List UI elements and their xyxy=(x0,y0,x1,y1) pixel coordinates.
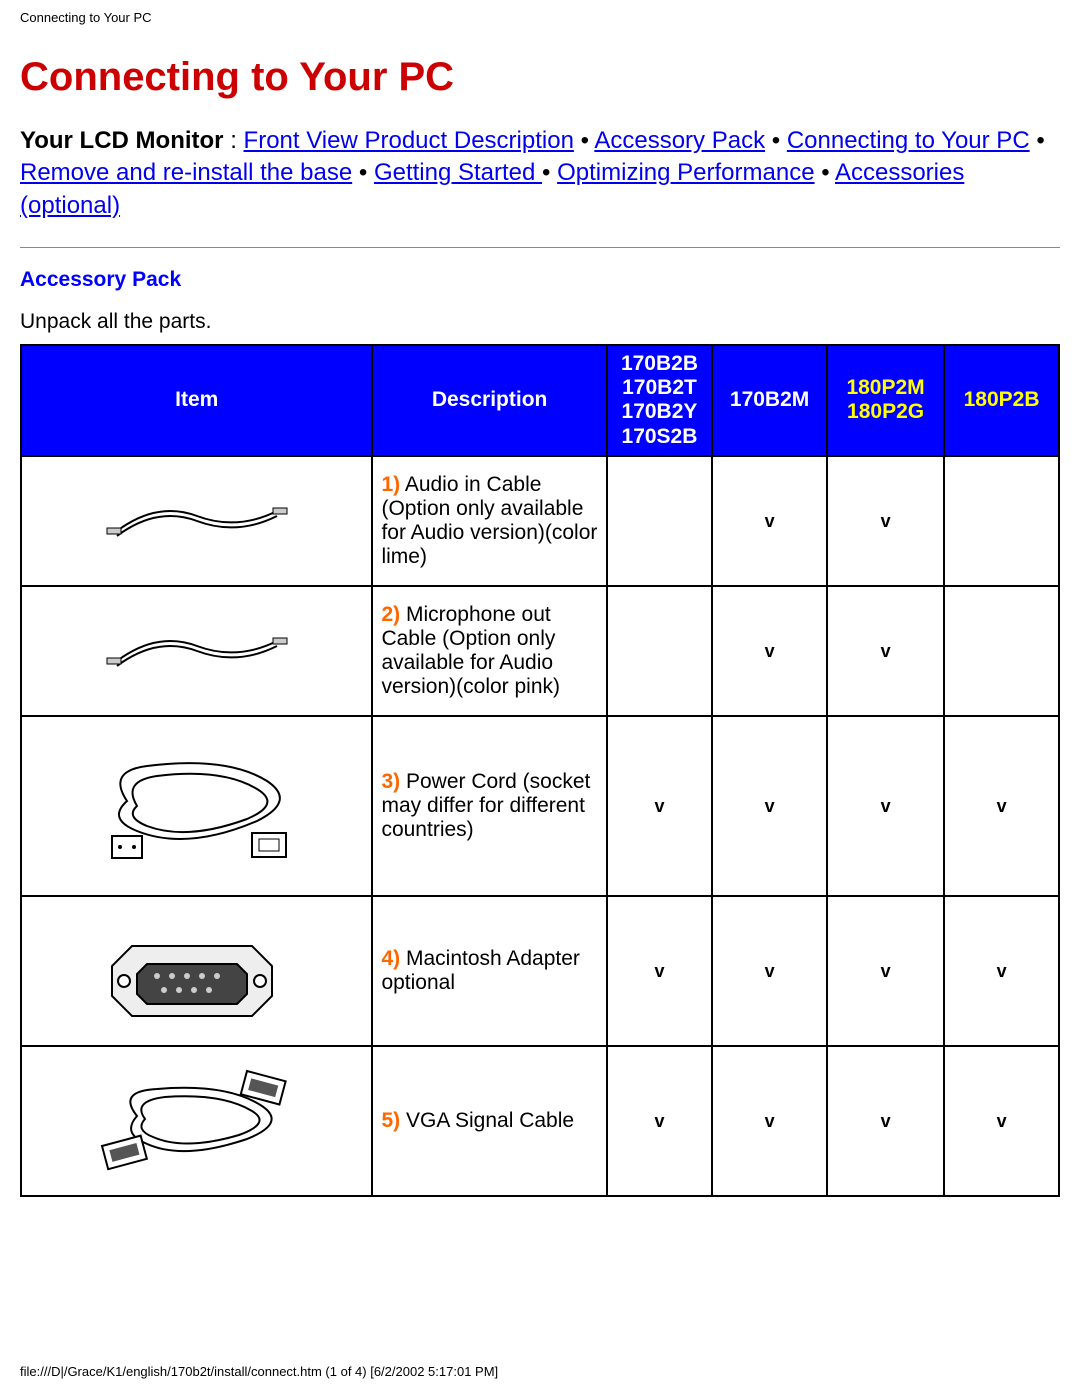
breadcrumb-prefix: Your LCD Monitor xyxy=(20,127,224,154)
check-cell: v xyxy=(712,716,827,896)
th-models-170: 170B2B 170B2T 170B2Y 170S2B xyxy=(607,345,712,456)
breadcrumb-sep: • xyxy=(581,127,595,154)
check-cell: v xyxy=(827,586,944,716)
breadcrumb-link-connecting[interactable]: Connecting to Your PC xyxy=(787,127,1030,154)
breadcrumb-sep: • xyxy=(1036,127,1044,154)
check-cell: v xyxy=(607,896,712,1046)
table-row: 1) Audio in Cable (Option only available… xyxy=(21,456,1059,586)
audio-cable-icon xyxy=(97,491,297,551)
th-180p2m-g: 180P2M 180P2G xyxy=(827,345,944,456)
breadcrumb-sep: • xyxy=(821,159,835,186)
item-description: 1) Audio in Cable (Option only available… xyxy=(372,456,606,586)
check-cell: v xyxy=(607,716,712,896)
item-image-cell xyxy=(21,586,372,716)
item-image-cell xyxy=(21,716,372,896)
item-number: 4) xyxy=(381,947,400,970)
item-description: 3) Power Cord (socket may differ for dif… xyxy=(372,716,606,896)
check-cell xyxy=(607,586,712,716)
unpack-text: Unpack all the parts. xyxy=(20,310,1060,334)
breadcrumb: Your LCD Monitor : Front View Product De… xyxy=(20,125,1060,222)
check-cell xyxy=(944,586,1059,716)
check-cell: v xyxy=(827,896,944,1046)
check-cell: v xyxy=(827,716,944,896)
item-number: 5) xyxy=(381,1109,400,1132)
power-cord-icon xyxy=(87,741,307,871)
table-row: 5) VGA Signal Cable v v v v xyxy=(21,1046,1059,1196)
item-description: 2) Microphone out Cable (Option only ava… xyxy=(372,586,606,716)
item-number: 1) xyxy=(381,473,400,496)
page-title: Connecting to Your PC xyxy=(20,55,1060,100)
check-cell: v xyxy=(944,1046,1059,1196)
check-cell: v xyxy=(944,716,1059,896)
breadcrumb-colon: : xyxy=(230,127,243,154)
item-image-cell xyxy=(21,1046,372,1196)
check-cell: v xyxy=(827,1046,944,1196)
breadcrumb-link-accessory-pack[interactable]: Accessory Pack xyxy=(594,127,765,154)
mic-cable-icon xyxy=(97,621,297,681)
breadcrumb-link-optimizing[interactable]: Optimizing Performance xyxy=(557,159,814,186)
item-image-cell xyxy=(21,456,372,586)
mac-adapter-icon xyxy=(102,916,292,1026)
item-description: 4) Macintosh Adapter optional xyxy=(372,896,606,1046)
check-cell: v xyxy=(712,586,827,716)
table-row: 4) Macintosh Adapter optional v v v v xyxy=(21,896,1059,1046)
table-row: 3) Power Cord (socket may differ for dif… xyxy=(21,716,1059,896)
check-cell: v xyxy=(827,456,944,586)
page-header-small: Connecting to Your PC xyxy=(20,10,1060,25)
item-description: 5) VGA Signal Cable xyxy=(372,1046,606,1196)
accessory-table: Item Description 170B2B 170B2T 170B2Y 17… xyxy=(20,344,1060,1197)
th-170b2m: 170B2M xyxy=(712,345,827,456)
breadcrumb-link-remove-base[interactable]: Remove and re-install the base xyxy=(20,159,352,186)
item-number: 2) xyxy=(381,603,400,626)
check-cell xyxy=(607,456,712,586)
breadcrumb-sep: • xyxy=(359,159,374,186)
check-cell: v xyxy=(712,896,827,1046)
vga-cable-icon xyxy=(87,1061,307,1181)
check-cell: v xyxy=(944,896,1059,1046)
footer-path: file:///D|/Grace/K1/english/170b2t/insta… xyxy=(20,1364,498,1379)
th-item: Item xyxy=(21,345,372,456)
table-header-row: Item Description 170B2B 170B2T 170B2Y 17… xyxy=(21,345,1059,456)
breadcrumb-link-getting-started[interactable]: Getting Started xyxy=(374,159,542,186)
th-description: Description xyxy=(372,345,606,456)
item-number: 3) xyxy=(381,770,400,793)
section-heading: Accessory Pack xyxy=(20,268,1060,292)
check-cell: v xyxy=(712,456,827,586)
item-image-cell xyxy=(21,896,372,1046)
breadcrumb-sep: • xyxy=(542,159,557,186)
table-row: 2) Microphone out Cable (Option only ava… xyxy=(21,586,1059,716)
check-cell xyxy=(944,456,1059,586)
divider xyxy=(20,247,1060,248)
check-cell: v xyxy=(712,1046,827,1196)
breadcrumb-link-front-view[interactable]: Front View Product Description xyxy=(244,127,574,154)
check-cell: v xyxy=(607,1046,712,1196)
th-180p2b: 180P2B xyxy=(944,345,1059,456)
breadcrumb-sep: • xyxy=(772,127,787,154)
